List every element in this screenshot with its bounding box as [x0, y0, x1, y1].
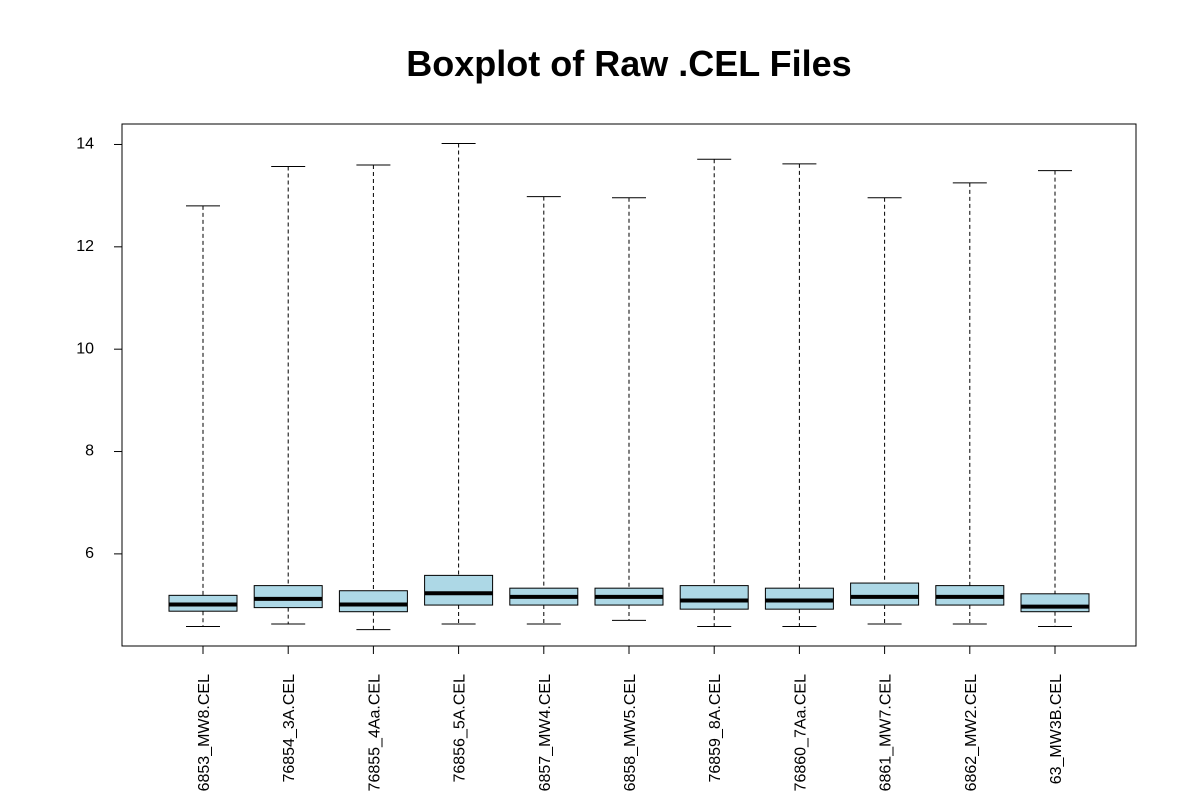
x-tick-label: 6858_MW5.CEL — [622, 674, 639, 791]
boxes-group — [168, 142, 1090, 631]
box-6 — [594, 197, 664, 621]
y-tick-label: 10 — [76, 340, 94, 357]
iqr-box — [424, 574, 494, 606]
y-axis: 6 8 10 12 14 — [76, 136, 123, 562]
x-tick-label: 76860_7Aa.CEL — [792, 674, 809, 792]
x-tick-label: 63_MW3B.CEL — [1048, 674, 1065, 784]
y-tick-label: 6 — [85, 545, 94, 562]
x-tick-label: 6853_MW8.CEL — [196, 674, 213, 791]
box-3 — [338, 164, 408, 631]
iqr-box — [850, 582, 920, 606]
box-9 — [850, 197, 920, 625]
chart-title: Boxplot of Raw .CEL Files — [406, 43, 851, 84]
x-tick-label: 76859_8A.CEL — [707, 674, 724, 783]
box-10 — [935, 182, 1005, 625]
x-tick-label: 76856_5A.CEL — [452, 674, 469, 783]
iqr-box — [253, 585, 323, 609]
box-1 — [168, 205, 238, 628]
y-tick-label: 8 — [85, 443, 94, 460]
box-7 — [679, 158, 749, 628]
x-tick-label: 76854_3A.CEL — [281, 674, 298, 783]
x-tick-label: 6861_MW7.CEL — [878, 674, 895, 791]
box-5 — [509, 196, 579, 625]
y-tick-label: 12 — [76, 238, 94, 255]
x-tick-label: 76855_4Aa.CEL — [366, 674, 383, 792]
x-tick-label: 6862_MW2.CEL — [963, 674, 980, 791]
box-8 — [764, 163, 834, 628]
plot-frame — [121, 123, 1137, 647]
x-tick-label: 6857_MW4.CEL — [537, 674, 554, 791]
box-4 — [424, 142, 494, 625]
box-2 — [253, 165, 323, 625]
x-axis: 6853_MW8.CEL 76854_3A.CEL 76855_4Aa.CEL 768… — [196, 645, 1065, 792]
iqr-box — [679, 585, 749, 610]
y-tick-label: 14 — [76, 136, 94, 153]
iqr-box — [1020, 593, 1090, 613]
box-11 — [1020, 170, 1090, 628]
iqr-box — [338, 590, 408, 613]
